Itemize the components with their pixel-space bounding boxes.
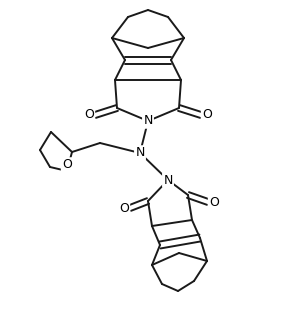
Text: N: N (143, 114, 153, 128)
Text: O: O (202, 109, 212, 121)
Text: O: O (84, 109, 94, 121)
Text: O: O (209, 195, 219, 209)
Text: N: N (135, 147, 145, 159)
Text: O: O (62, 158, 72, 172)
Text: O: O (119, 201, 129, 215)
Text: N: N (163, 174, 173, 187)
